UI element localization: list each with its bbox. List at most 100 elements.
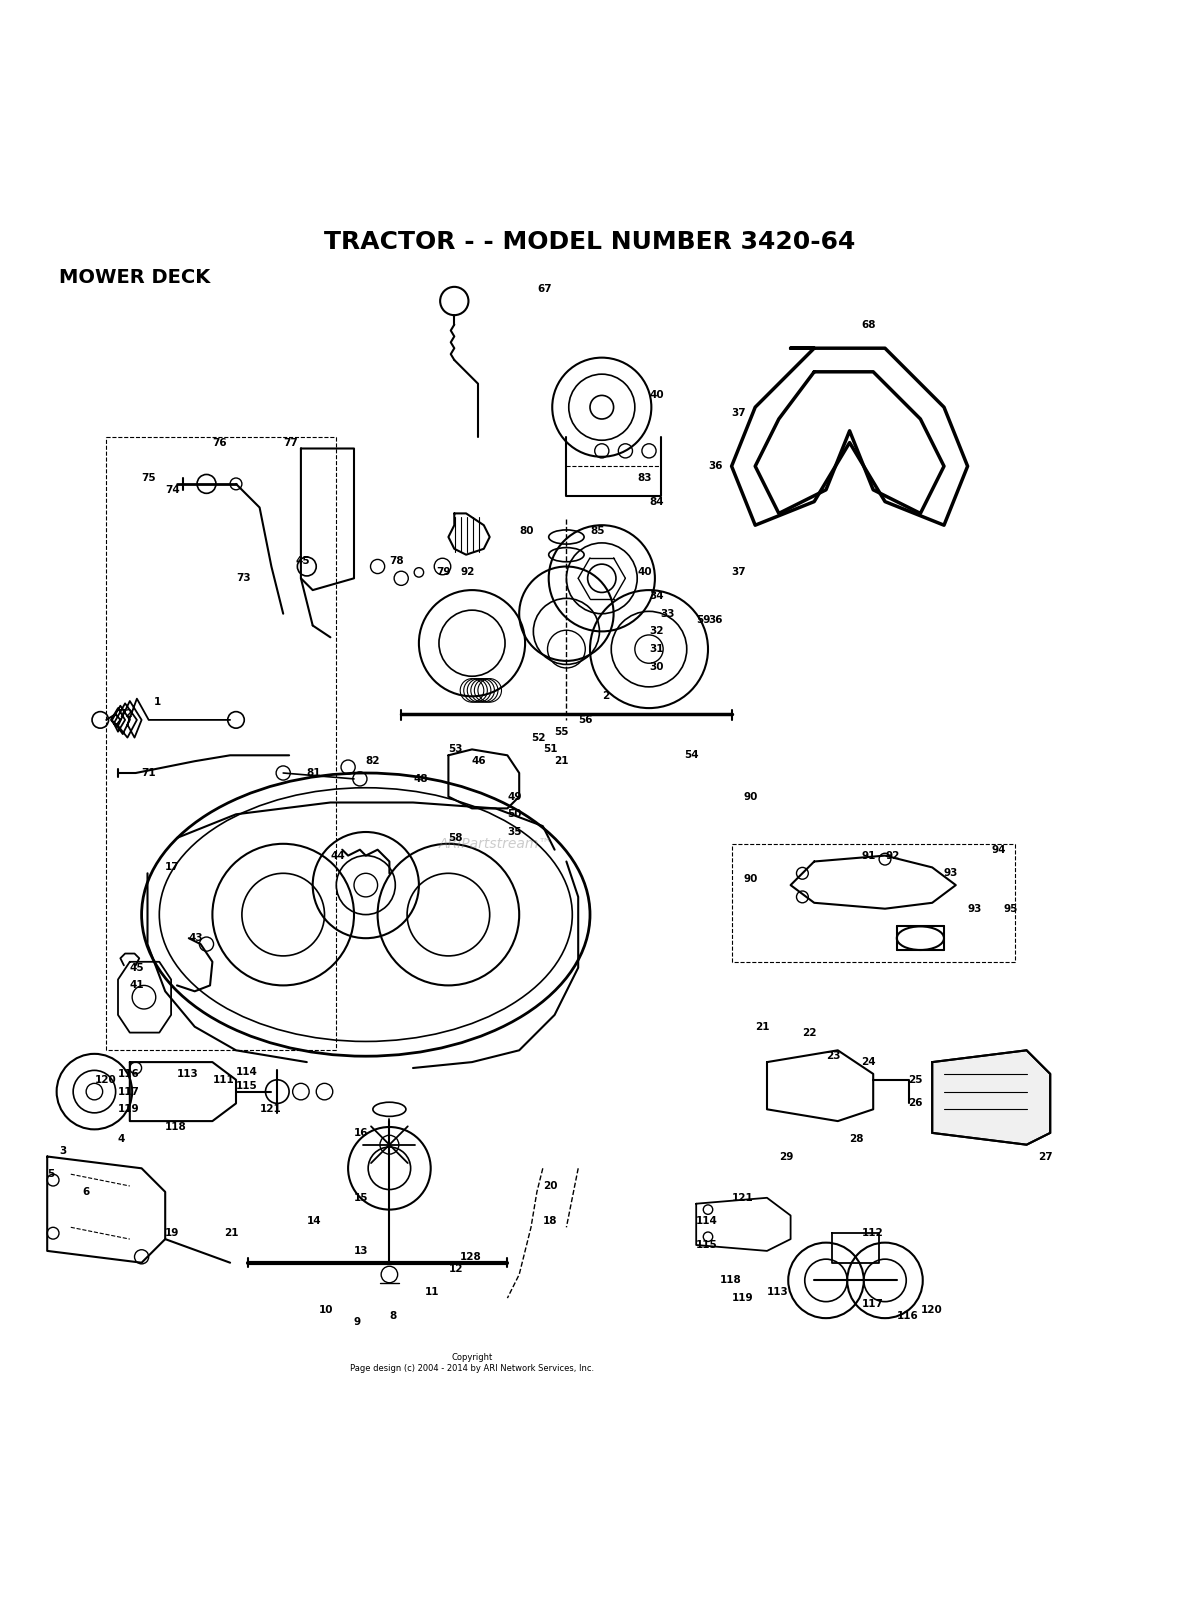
Text: 93: 93 xyxy=(968,904,982,913)
Text: 90: 90 xyxy=(743,791,758,801)
Text: 8: 8 xyxy=(389,1311,396,1321)
Text: 114: 114 xyxy=(696,1217,719,1226)
Text: 117: 117 xyxy=(861,1298,884,1310)
Text: 74: 74 xyxy=(165,485,179,494)
Text: 45: 45 xyxy=(295,555,309,565)
Text: 37: 37 xyxy=(732,568,746,578)
Text: 92: 92 xyxy=(460,568,474,578)
Text: 15: 15 xyxy=(354,1193,368,1202)
Text: 12: 12 xyxy=(448,1263,463,1274)
Text: 68: 68 xyxy=(861,319,876,329)
Text: 113: 113 xyxy=(177,1069,198,1079)
Text: 119: 119 xyxy=(732,1294,753,1303)
Text: 4: 4 xyxy=(118,1133,125,1144)
Text: 59: 59 xyxy=(696,615,710,624)
Text: 111: 111 xyxy=(212,1075,234,1085)
Text: 2: 2 xyxy=(602,692,609,701)
Text: 35: 35 xyxy=(507,827,522,836)
Text: 11: 11 xyxy=(425,1287,439,1297)
Text: 37: 37 xyxy=(732,408,746,417)
Text: 36: 36 xyxy=(708,461,722,472)
Text: 25: 25 xyxy=(909,1075,923,1085)
Text: 14: 14 xyxy=(307,1217,321,1226)
Text: 115: 115 xyxy=(696,1241,717,1250)
Text: 67: 67 xyxy=(537,284,551,294)
Text: 30: 30 xyxy=(649,661,663,672)
Text: 26: 26 xyxy=(909,1098,923,1109)
Text: 121: 121 xyxy=(260,1104,281,1114)
Text: 71: 71 xyxy=(142,769,156,778)
Text: 36: 36 xyxy=(708,615,722,624)
Text: 116: 116 xyxy=(897,1311,918,1321)
Text: 72: 72 xyxy=(118,709,132,719)
Text: 40: 40 xyxy=(649,390,663,400)
Text: 24: 24 xyxy=(861,1058,876,1067)
Text: 91: 91 xyxy=(861,851,876,860)
Text: 41: 41 xyxy=(130,981,144,990)
Text: 94: 94 xyxy=(991,844,1005,855)
Text: 75: 75 xyxy=(142,473,156,483)
Text: 33: 33 xyxy=(661,608,675,618)
Text: 95: 95 xyxy=(1003,904,1017,913)
Text: 120: 120 xyxy=(94,1075,116,1085)
Text: 40: 40 xyxy=(637,568,651,578)
Text: 54: 54 xyxy=(684,750,699,761)
Text: 28: 28 xyxy=(850,1133,864,1144)
Text: ARIPartstream™: ARIPartstream™ xyxy=(439,836,552,851)
Text: 19: 19 xyxy=(165,1228,179,1237)
Text: 21: 21 xyxy=(224,1228,238,1237)
Text: 58: 58 xyxy=(448,833,463,843)
Text: 20: 20 xyxy=(543,1181,557,1191)
Text: 23: 23 xyxy=(826,1051,840,1061)
Text: 51: 51 xyxy=(543,745,557,754)
Text: 21: 21 xyxy=(555,756,569,766)
Text: 76: 76 xyxy=(212,438,227,448)
Text: 27: 27 xyxy=(1038,1151,1053,1162)
Text: 121: 121 xyxy=(732,1193,753,1202)
Text: 34: 34 xyxy=(649,591,663,600)
Text: 73: 73 xyxy=(236,573,250,583)
Text: 45: 45 xyxy=(130,963,144,973)
Text: 77: 77 xyxy=(283,438,297,448)
Text: 44: 44 xyxy=(330,851,346,860)
Text: 115: 115 xyxy=(236,1080,257,1091)
Text: 29: 29 xyxy=(779,1151,793,1162)
Text: 5: 5 xyxy=(47,1168,54,1180)
Text: 82: 82 xyxy=(366,756,380,766)
Text: 43: 43 xyxy=(189,933,203,944)
Text: 85: 85 xyxy=(590,526,604,536)
Text: 113: 113 xyxy=(767,1287,788,1297)
Text: 128: 128 xyxy=(460,1252,481,1262)
Text: 17: 17 xyxy=(165,862,179,873)
Text: 10: 10 xyxy=(319,1305,333,1314)
Polygon shape xyxy=(932,1050,1050,1144)
Text: 13: 13 xyxy=(354,1245,368,1255)
Text: 79: 79 xyxy=(437,568,451,578)
Text: 117: 117 xyxy=(118,1087,140,1096)
Text: 55: 55 xyxy=(555,727,569,737)
Text: 80: 80 xyxy=(519,526,533,536)
Text: 53: 53 xyxy=(448,745,463,754)
Text: 9: 9 xyxy=(354,1316,361,1327)
Text: 32: 32 xyxy=(649,626,663,637)
Text: 16: 16 xyxy=(354,1128,368,1138)
Text: 78: 78 xyxy=(389,555,404,565)
Text: TRACTOR - - MODEL NUMBER 3420-64: TRACTOR - - MODEL NUMBER 3420-64 xyxy=(324,230,856,254)
Text: 83: 83 xyxy=(637,473,651,483)
Text: 120: 120 xyxy=(920,1305,942,1314)
Text: 118: 118 xyxy=(165,1122,186,1132)
Text: 56: 56 xyxy=(578,714,592,725)
Text: 112: 112 xyxy=(861,1228,883,1237)
Text: 18: 18 xyxy=(543,1217,557,1226)
Text: 81: 81 xyxy=(307,769,321,778)
Text: Copyright
Page design (c) 2004 - 2014 by ARI Network Services, Inc.: Copyright Page design (c) 2004 - 2014 by… xyxy=(350,1353,594,1372)
Text: 118: 118 xyxy=(720,1276,741,1286)
Text: MOWER DECK: MOWER DECK xyxy=(59,268,210,287)
Text: 22: 22 xyxy=(802,1027,817,1037)
Text: 93: 93 xyxy=(944,868,958,878)
Text: 48: 48 xyxy=(413,774,427,783)
Text: 52: 52 xyxy=(531,732,545,743)
Text: 114: 114 xyxy=(236,1067,258,1077)
Text: 90: 90 xyxy=(743,875,758,884)
Text: 31: 31 xyxy=(649,644,663,655)
